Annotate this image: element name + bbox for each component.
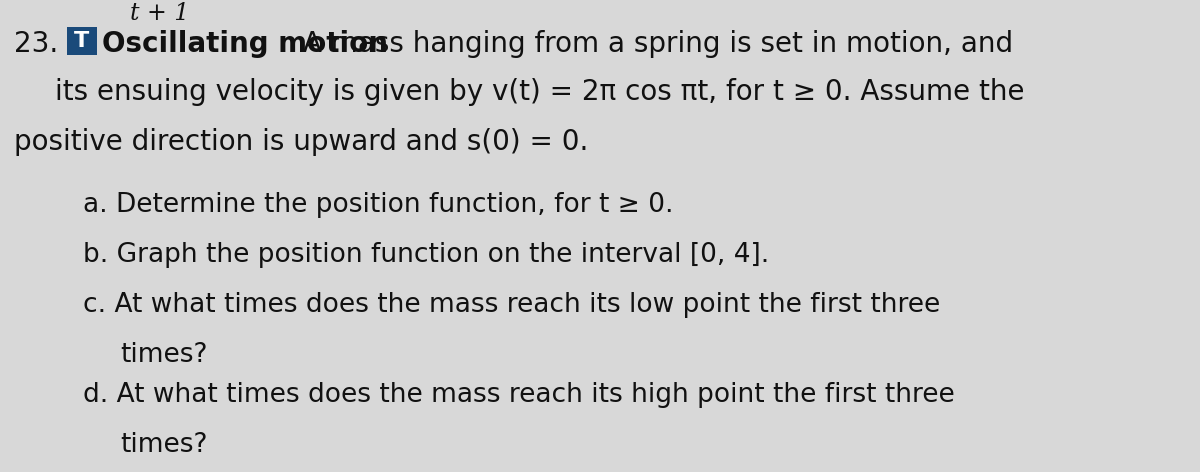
Text: positive direction is upward and s(0) = 0.: positive direction is upward and s(0) = … [14,128,588,156]
Text: A mass hanging from a spring is set in motion, and: A mass hanging from a spring is set in m… [294,30,1013,58]
Text: times?: times? [120,432,208,458]
Text: b. Graph the position function on the interval [0, 4].: b. Graph the position function on the in… [83,242,769,268]
Text: a. Determine the position function, for t ≥ 0.: a. Determine the position function, for … [83,192,673,218]
Text: Oscillating motion: Oscillating motion [102,30,388,58]
Text: t + 1: t + 1 [130,2,190,25]
Text: d. At what times does the mass reach its high point the first three: d. At what times does the mass reach its… [83,382,955,408]
Text: T: T [74,31,90,51]
Text: 23.: 23. [14,30,59,58]
Text: its ensuing velocity is given by v(t) = 2π cos πt, for t ≥ 0. Assume the: its ensuing velocity is given by v(t) = … [55,78,1025,106]
FancyBboxPatch shape [67,27,97,55]
Text: times?: times? [120,342,208,368]
Text: c. At what times does the mass reach its low point the first three: c. At what times does the mass reach its… [83,292,941,318]
